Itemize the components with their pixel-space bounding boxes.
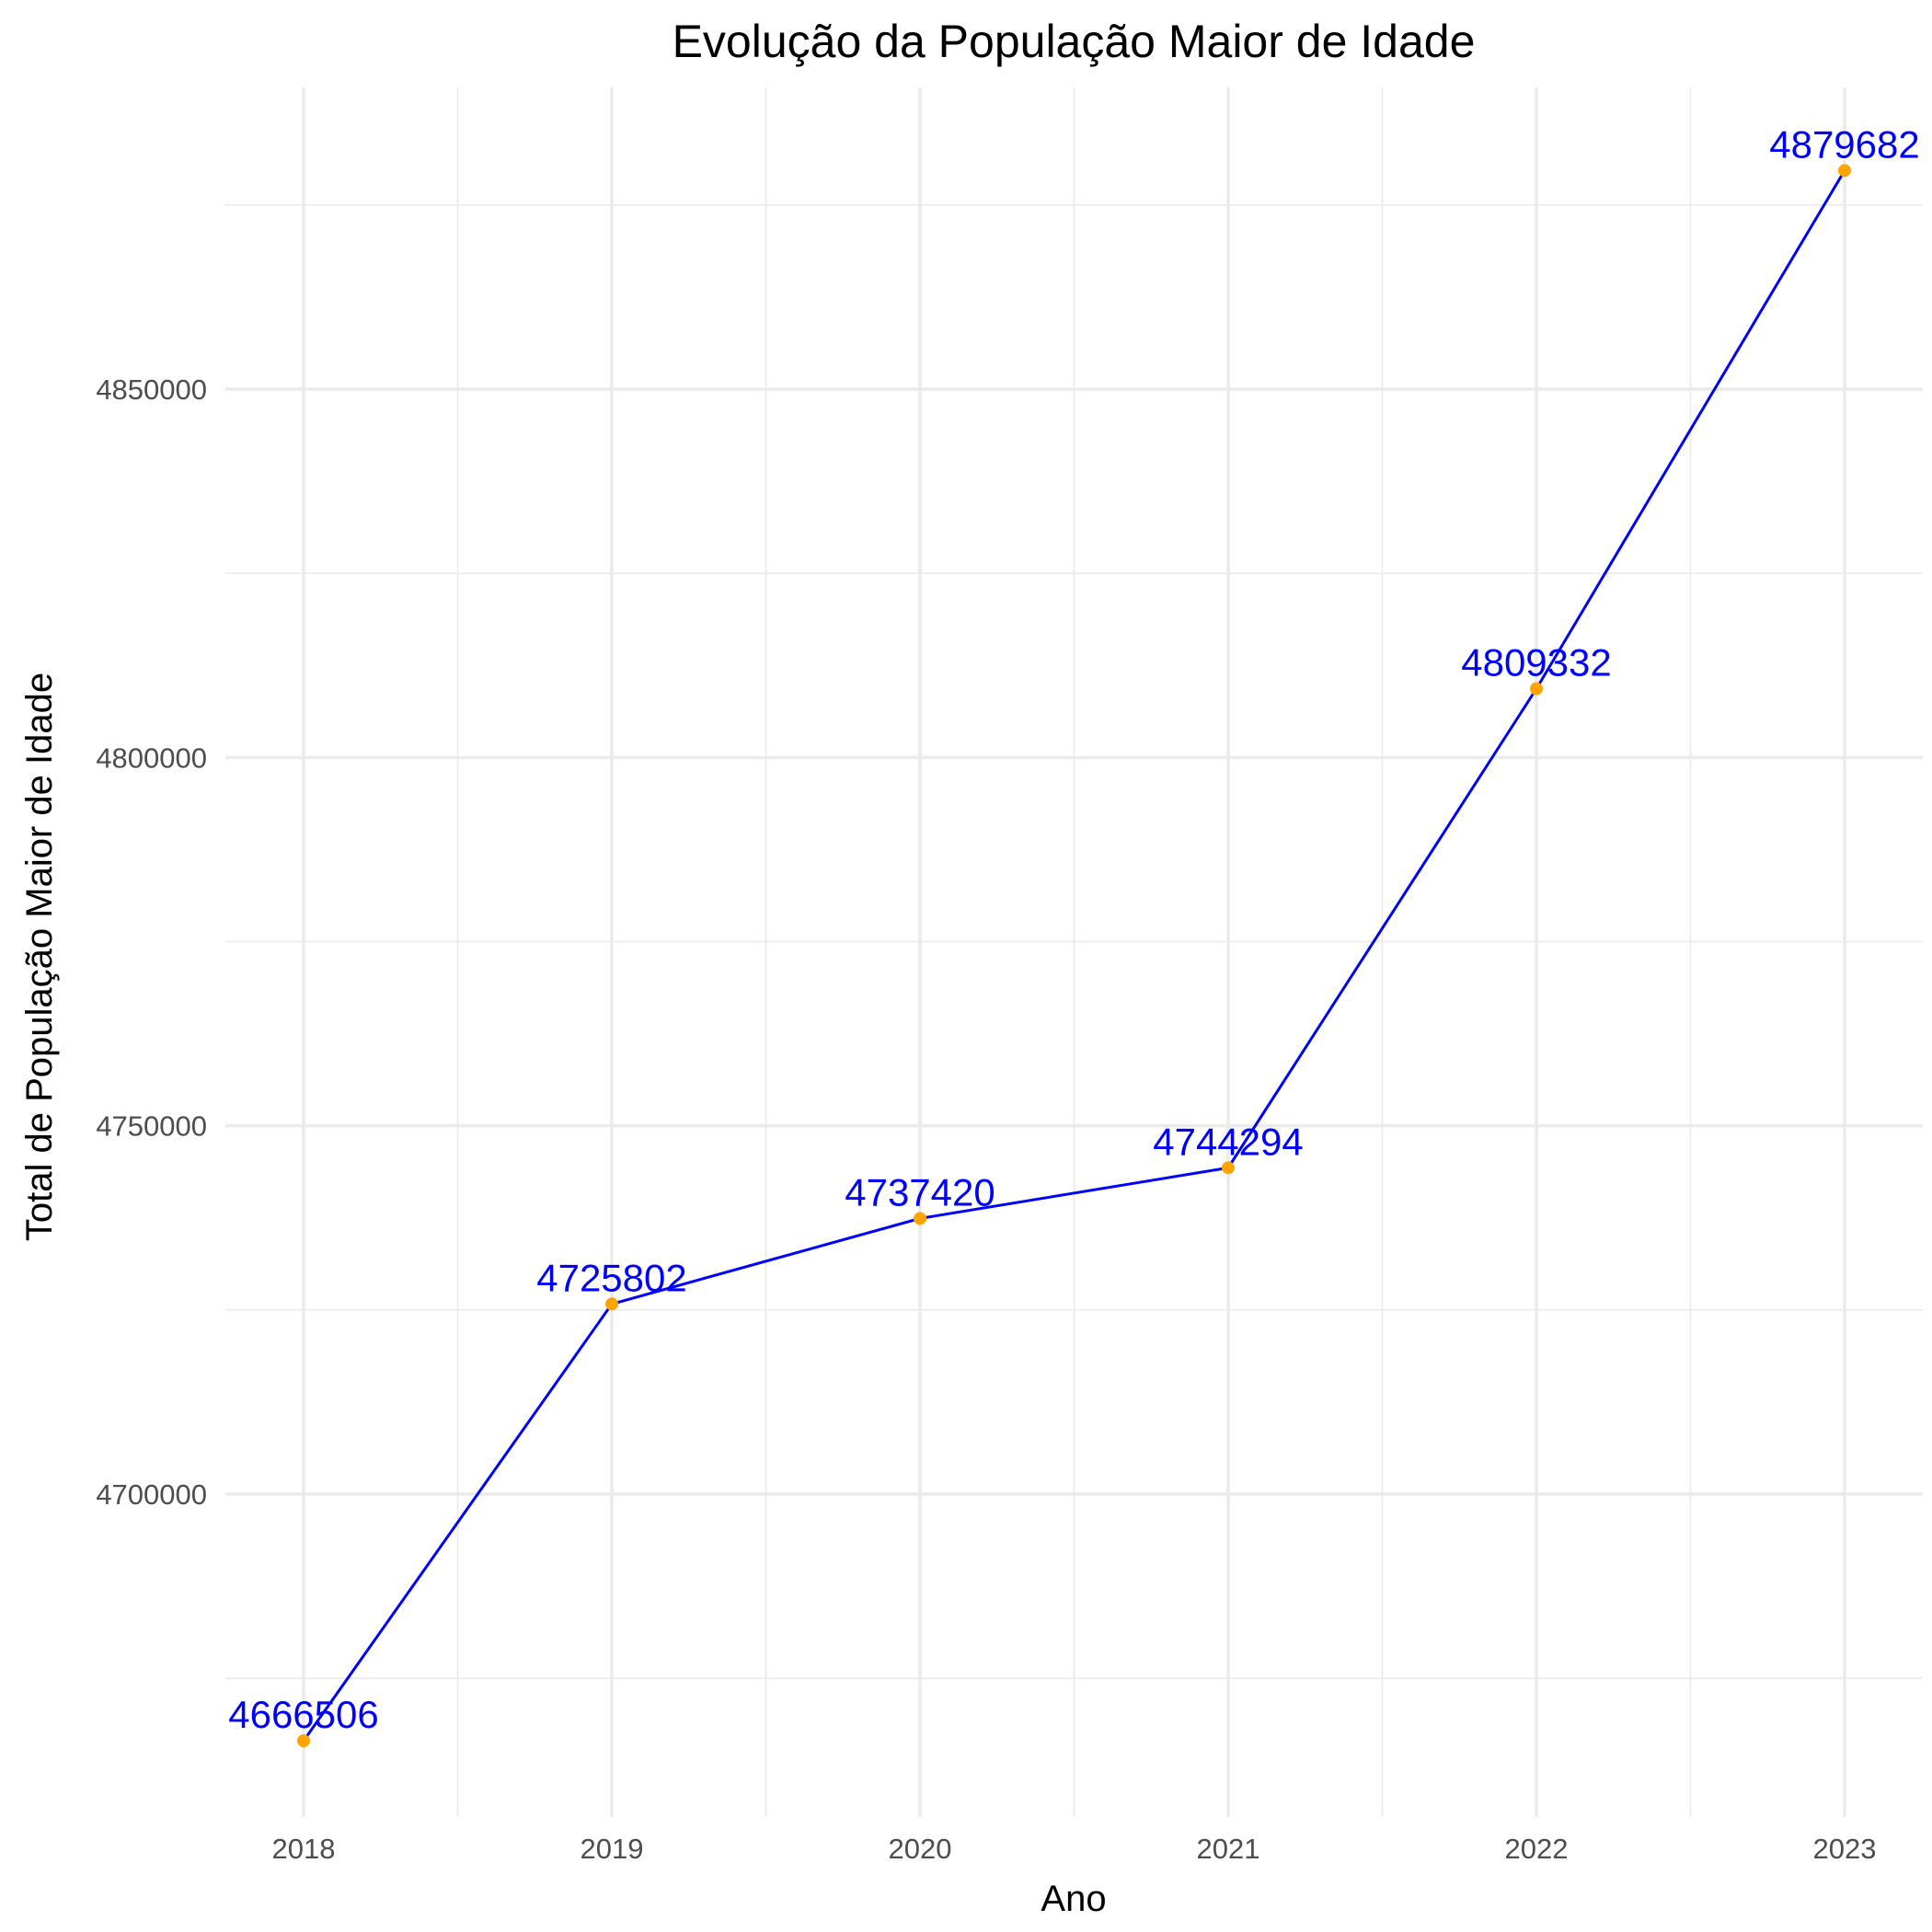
- y-axis-ticks: 4700000 4750000 4800000 4850000: [96, 374, 207, 1511]
- y-tick-label: 4800000: [96, 742, 207, 774]
- y-tick-label: 4700000: [96, 1478, 207, 1511]
- grid: [225, 87, 1923, 1817]
- y-tick-label: 4750000: [96, 1110, 207, 1143]
- data-label: 4879682: [1769, 122, 1920, 166]
- data-point: [297, 1734, 310, 1748]
- x-tick-label: 2018: [272, 1833, 336, 1865]
- x-axis-title: Ano: [1041, 1879, 1106, 1919]
- x-tick-label: 2021: [1197, 1833, 1260, 1865]
- data-points: [297, 164, 1851, 1748]
- x-axis-ticks: 2018 2019 2020 2021 2022 2023: [272, 1833, 1877, 1865]
- data-label: 4666506: [228, 1693, 379, 1736]
- data-label: 4737420: [845, 1170, 995, 1213]
- x-tick-label: 2022: [1505, 1833, 1569, 1865]
- chart-title: Evolução da População Maior de Idade: [673, 16, 1476, 67]
- data-label: 4725802: [536, 1256, 687, 1299]
- series-line: [302, 169, 1846, 1742]
- x-tick-label: 2023: [1813, 1833, 1877, 1865]
- data-point: [1530, 682, 1543, 696]
- data-point: [914, 1212, 926, 1225]
- y-tick-label: 4850000: [96, 374, 207, 406]
- data-label: 4744294: [1153, 1120, 1304, 1163]
- y-axis-title: Total de População Maior de Idade: [19, 673, 60, 1241]
- data-labels: 4666506 4725802 4737420 4744294 4809332 48796…: [228, 122, 1920, 1736]
- data-point: [1222, 1161, 1235, 1175]
- data-label: 4809332: [1461, 641, 1612, 684]
- data-point: [605, 1297, 618, 1311]
- x-tick-label: 2019: [581, 1833, 644, 1865]
- x-tick-label: 2020: [889, 1833, 952, 1865]
- line-layer: [302, 169, 1846, 1742]
- data-point: [1838, 164, 1851, 178]
